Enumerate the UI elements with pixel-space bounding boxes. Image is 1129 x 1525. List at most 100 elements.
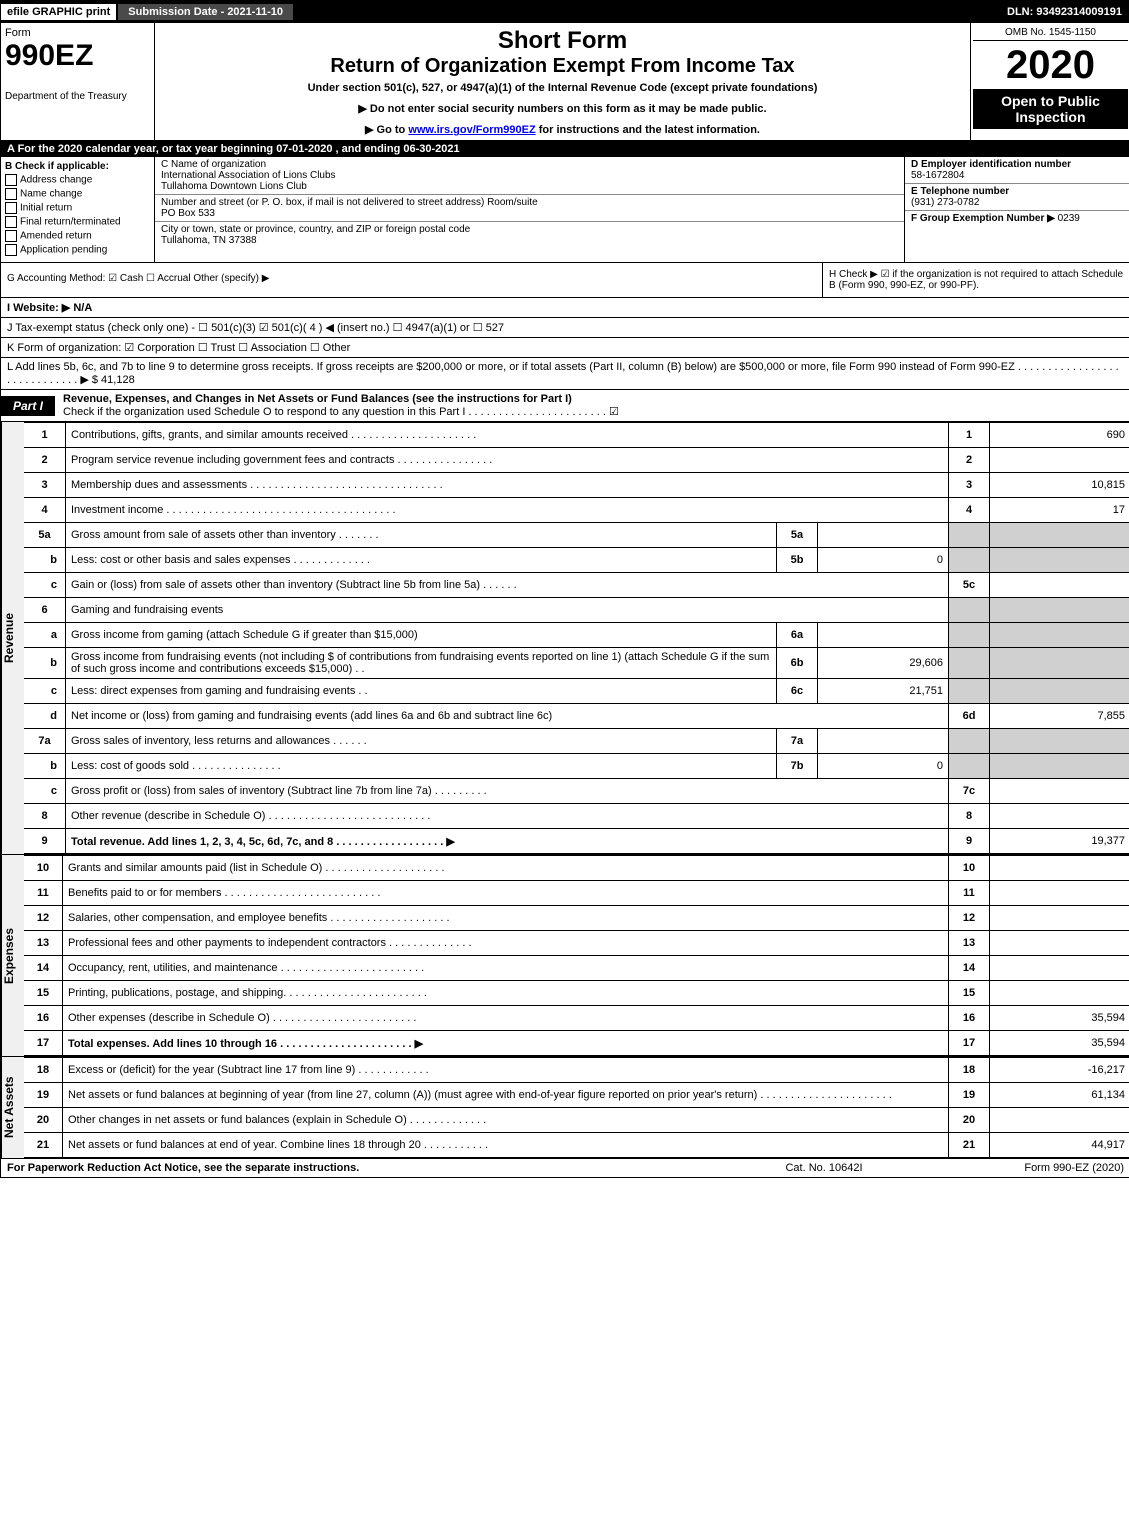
goto-post: for instructions and the latest informat… (536, 124, 760, 136)
section-l-value: $ 41,128 (92, 374, 135, 386)
revenue-table: 1Contributions, gifts, grants, and simil… (24, 422, 1129, 854)
line-11: 11Benefits paid to or for members . . . … (24, 881, 1129, 906)
phone-value: (931) 273-0782 (911, 197, 1124, 208)
netassets-table: 18Excess or (deficit) for the year (Subt… (24, 1057, 1129, 1158)
line-21: 21Net assets or fund balances at end of … (24, 1133, 1129, 1158)
form-title: Return of Organization Exempt From Incom… (159, 55, 966, 78)
line-19: 19Net assets or fund balances at beginni… (24, 1083, 1129, 1108)
form-ref: Form 990-EZ (2020) (924, 1162, 1124, 1174)
line-10: 10Grants and similar amounts paid (list … (24, 856, 1129, 881)
entity-info-row: B Check if applicable: Address change Na… (1, 157, 1129, 263)
page-footer: For Paperwork Reduction Act Notice, see … (1, 1158, 1129, 1177)
section-h: H Check ▶ ☑ if the organization is not r… (823, 263, 1129, 297)
expenses-section: Expenses 10Grants and similar amounts pa… (1, 854, 1129, 1056)
dln-label: DLN: 93492314009191 (999, 4, 1129, 20)
part1-label: Part I (1, 396, 55, 416)
line-3: 3Membership dues and assessments . . . .… (24, 473, 1129, 498)
line-8: 8Other revenue (describe in Schedule O) … (24, 804, 1129, 829)
line-12: 12Salaries, other compensation, and empl… (24, 906, 1129, 931)
tax-year: 2020 (973, 41, 1128, 89)
header-right: OMB No. 1545-1150 2020 Open to Public In… (971, 23, 1129, 140)
line-16: 16Other expenses (describe in Schedule O… (24, 1006, 1129, 1031)
dept-label: Department of the Treasury (5, 91, 150, 102)
cb-name-change[interactable]: Name change (5, 188, 150, 200)
submission-date-button[interactable]: Submission Date - 2021-11-10 (118, 4, 295, 20)
cb-address-change[interactable]: Address change (5, 174, 150, 186)
netassets-section: Net Assets 18Excess or (deficit) for the… (1, 1056, 1129, 1158)
ssn-warning: ▶ Do not enter social security numbers o… (159, 102, 966, 115)
period-bar: A For the 2020 calendar year, or tax yea… (1, 141, 1129, 157)
cb-initial-return[interactable]: Initial return (5, 202, 150, 214)
city-label: City or town, state or province, country… (161, 224, 898, 235)
street-value: PO Box 533 (161, 208, 898, 219)
line-15: 15Printing, publications, postage, and s… (24, 981, 1129, 1006)
cb-amended-return[interactable]: Amended return (5, 230, 150, 242)
org-name-1: International Association of Lions Clubs (161, 170, 898, 181)
line-9: 9Total revenue. Add lines 1, 2, 3, 4, 5c… (24, 829, 1129, 854)
section-l-text: L Add lines 5b, 6c, and 7b to line 9 to … (7, 361, 1119, 386)
paperwork-notice: For Paperwork Reduction Act Notice, see … (7, 1162, 724, 1174)
org-name-2: Tullahoma Downtown Lions Club (161, 181, 898, 192)
short-form-title: Short Form (159, 27, 966, 55)
line-13: 13Professional fees and other payments t… (24, 931, 1129, 956)
line-5b: bLess: cost or other basis and sales exp… (24, 548, 1129, 573)
efile-print-button[interactable]: efile GRAPHIC print (1, 4, 118, 20)
revenue-side-label: Revenue (1, 422, 24, 854)
goto-pre: ▶ Go to (365, 124, 408, 136)
irs-link[interactable]: www.irs.gov/Form990EZ (408, 124, 535, 136)
section-k: K Form of organization: ☑ Corporation ☐ … (1, 338, 1129, 358)
section-b-label: B Check if applicable: (5, 161, 150, 172)
line-6c: cLess: direct expenses from gaming and f… (24, 679, 1129, 704)
form-header: Form 990EZ Department of the Treasury Sh… (1, 23, 1129, 141)
ein-label: D Employer identification number (911, 159, 1124, 170)
section-c: C Name of organization International Ass… (155, 157, 905, 262)
line-6d: dNet income or (loss) from gaming and fu… (24, 704, 1129, 729)
part1-header: Part I Revenue, Expenses, and Changes in… (1, 390, 1129, 422)
group-exempt-label: F Group Exemption Number ▶ (911, 213, 1055, 224)
group-exempt-value: 0239 (1058, 213, 1080, 224)
section-b: B Check if applicable: Address change Na… (1, 157, 155, 262)
form-subtitle: Under section 501(c), 527, or 4947(a)(1)… (159, 82, 966, 94)
line-4: 4Investment income . . . . . . . . . . .… (24, 498, 1129, 523)
line-18: 18Excess or (deficit) for the year (Subt… (24, 1058, 1129, 1083)
header-mid: Short Form Return of Organization Exempt… (155, 23, 971, 140)
cb-application-pending[interactable]: Application pending (5, 244, 150, 256)
line-6b: bGross income from fundraising events (n… (24, 648, 1129, 679)
section-l: L Add lines 5b, 6c, and 7b to line 9 to … (1, 358, 1129, 390)
line-2: 2Program service revenue including gover… (24, 448, 1129, 473)
line-7b: bLess: cost of goods sold . . . . . . . … (24, 754, 1129, 779)
section-i: I Website: ▶ N/A (1, 298, 1129, 318)
phone-label: E Telephone number (911, 186, 1124, 197)
expenses-side-label: Expenses (1, 855, 24, 1056)
line-6a: aGross income from gaming (attach Schedu… (24, 623, 1129, 648)
city-value: Tullahoma, TN 37388 (161, 235, 898, 246)
open-public-label: Open to Public Inspection (973, 89, 1128, 129)
header-left: Form 990EZ Department of the Treasury (1, 23, 155, 140)
section-j: J Tax-exempt status (check only one) - ☐… (1, 318, 1129, 338)
line-7c: cGross profit or (loss) from sales of in… (24, 779, 1129, 804)
part1-title: Revenue, Expenses, and Changes in Net As… (55, 390, 1129, 421)
gh-row: G Accounting Method: ☑ Cash ☐ Accrual Ot… (1, 263, 1129, 298)
form-label: Form (5, 27, 150, 39)
org-name-label: C Name of organization (161, 159, 898, 170)
website-label: I Website: ▶ N/A (7, 302, 92, 314)
ein-value: 58-1672804 (911, 170, 1124, 181)
line-17: 17Total expenses. Add lines 10 through 1… (24, 1031, 1129, 1056)
section-g: G Accounting Method: ☑ Cash ☐ Accrual Ot… (1, 263, 823, 297)
part1-check-text: Check if the organization used Schedule … (63, 406, 619, 418)
street-label: Number and street (or P. O. box, if mail… (161, 197, 898, 208)
omb-number: OMB No. 1545-1150 (973, 25, 1128, 41)
expenses-table: 10Grants and similar amounts paid (list … (24, 855, 1129, 1056)
form-container: efile GRAPHIC print Submission Date - 20… (0, 0, 1129, 1178)
netassets-side-label: Net Assets (1, 1057, 24, 1158)
line-7a: 7aGross sales of inventory, less returns… (24, 729, 1129, 754)
line-5c: cGain or (loss) from sale of assets othe… (24, 573, 1129, 598)
cb-final-return[interactable]: Final return/terminated (5, 216, 150, 228)
section-def: D Employer identification number 58-1672… (905, 157, 1129, 262)
form-number: 990EZ (5, 39, 150, 73)
catalog-number: Cat. No. 10642I (724, 1162, 924, 1174)
line-14: 14Occupancy, rent, utilities, and mainte… (24, 956, 1129, 981)
line-20: 20Other changes in net assets or fund ba… (24, 1108, 1129, 1133)
revenue-section: Revenue 1Contributions, gifts, grants, a… (1, 422, 1129, 854)
line-6: 6Gaming and fundraising events (24, 598, 1129, 623)
